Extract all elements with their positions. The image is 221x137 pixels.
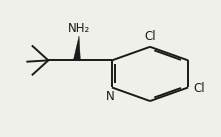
Text: N: N bbox=[105, 89, 114, 102]
Polygon shape bbox=[73, 36, 80, 60]
Text: Cl: Cl bbox=[194, 82, 205, 95]
Text: Cl: Cl bbox=[144, 30, 156, 43]
Text: NH₂: NH₂ bbox=[68, 22, 90, 35]
